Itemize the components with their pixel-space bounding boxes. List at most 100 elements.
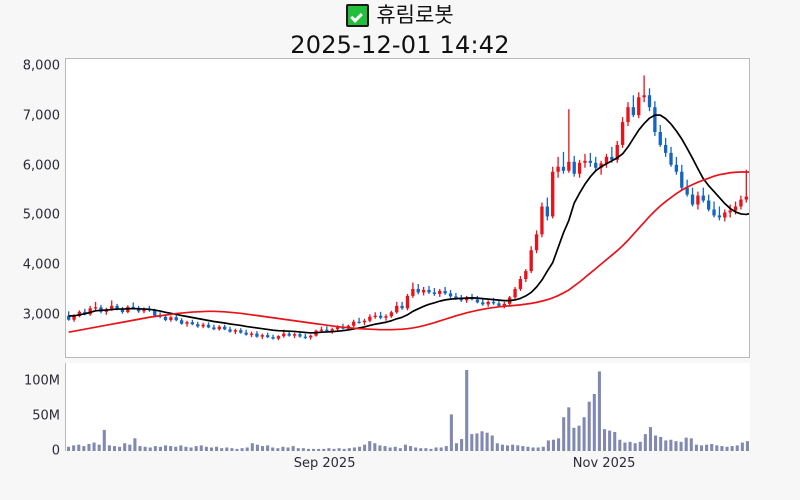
volume-bar	[174, 446, 178, 451]
volume-bar	[164, 445, 168, 451]
volume-bar	[92, 442, 96, 451]
volume-bar	[725, 446, 729, 451]
volume-bar	[260, 446, 265, 451]
volume-bar	[158, 446, 162, 451]
volume-bar	[735, 445, 739, 451]
volume-bar	[480, 431, 484, 451]
volume-tick-label: 50M	[32, 408, 60, 424]
volume-bar	[342, 448, 346, 451]
volume-bar	[541, 446, 545, 451]
volume-bar	[465, 370, 469, 451]
volume-bar	[77, 444, 81, 451]
volume-bar	[179, 445, 183, 451]
volume-bar	[628, 441, 632, 451]
price-tick-label: 5,000	[22, 207, 60, 223]
volume-bar	[347, 448, 351, 451]
volume-bar	[337, 448, 341, 451]
volume-bar	[245, 447, 249, 451]
volume-bar	[454, 443, 459, 451]
volume-bar	[638, 441, 642, 451]
volume-bar	[699, 445, 704, 451]
volume-bar	[648, 427, 652, 451]
volume-bar	[143, 446, 147, 451]
volume-bar	[490, 435, 494, 451]
volume-bar	[398, 448, 402, 451]
volume-bar	[500, 444, 504, 451]
volume-bar	[679, 441, 683, 451]
price-tick-label: 4,000	[22, 257, 60, 273]
volume-bar	[67, 446, 71, 451]
volume-bar	[572, 427, 576, 451]
volume-bar	[373, 443, 377, 451]
chart-header: 휴림로봇 2025-12-01 14:42	[0, 0, 800, 60]
candlestick-series	[67, 75, 748, 341]
volume-plot	[67, 370, 749, 451]
volume-bar	[148, 447, 152, 451]
volume-bar	[240, 448, 244, 451]
ticker-title-line: 휴림로봇	[0, 0, 800, 30]
volume-bar	[546, 440, 550, 451]
volume-panel[interactable]	[65, 363, 750, 451]
volume-bar	[608, 430, 612, 451]
volume-bar	[128, 444, 132, 451]
volume-bar	[209, 447, 214, 451]
time-tick-label: Sep 2025	[293, 456, 356, 471]
volume-bar	[597, 371, 601, 451]
volume-bar	[449, 414, 453, 451]
volume-bar	[414, 447, 418, 451]
volume-bar	[230, 448, 234, 451]
volume-bar	[460, 439, 464, 451]
volume-bar	[250, 443, 254, 451]
volume-bar	[199, 445, 203, 451]
volume-bar	[123, 443, 127, 451]
volume-bar	[306, 448, 310, 451]
volume-bar	[388, 447, 392, 451]
volume-bar	[153, 446, 157, 451]
volume-bar	[97, 444, 101, 451]
volume-bar	[322, 448, 326, 451]
volume-bar	[189, 447, 193, 451]
volume-bar	[133, 438, 137, 451]
volume-bar	[72, 445, 76, 451]
check-mark-green-icon	[346, 3, 370, 27]
volume-bar	[312, 448, 316, 451]
volume-bar	[730, 446, 734, 451]
volume-bar	[444, 446, 448, 451]
volume-bar	[684, 437, 688, 451]
volume-bar	[643, 434, 647, 451]
volume-bar	[220, 448, 224, 451]
volume-bar	[536, 447, 540, 451]
volume-bar	[664, 440, 668, 451]
volume-bar	[562, 417, 566, 451]
volume-bar	[511, 444, 515, 451]
volume-bar	[613, 431, 617, 451]
volume-bar	[317, 448, 321, 451]
volume-bar	[169, 446, 173, 451]
volume-bar	[118, 446, 122, 451]
ma-line-ma-long	[68, 171, 749, 334]
volume-bar	[715, 445, 719, 451]
volume-bar	[592, 393, 596, 451]
volume-bar	[475, 433, 479, 451]
volume-bar	[521, 446, 525, 451]
volume-bar	[87, 443, 91, 451]
volume-bar	[291, 446, 295, 451]
volume-tick-label: 0	[51, 443, 60, 459]
ma-line-ma-short	[68, 114, 749, 334]
price-tick-label: 6,000	[22, 158, 60, 174]
price-tick-label: 7,000	[22, 108, 60, 124]
volume-bar	[301, 448, 305, 451]
volume-tick-label: 100M	[23, 373, 60, 389]
volume-bar	[393, 446, 397, 451]
volume-bar	[740, 442, 744, 451]
timestamp: 2025-12-01 14:42	[290, 31, 510, 59]
volume-bar	[235, 448, 239, 451]
volume-bar	[403, 444, 407, 451]
volume-bar	[551, 439, 556, 451]
volume-bar	[587, 401, 591, 451]
volume-bar	[516, 445, 520, 451]
price-panel[interactable]	[65, 58, 750, 358]
price-tick-label: 3,000	[22, 307, 60, 323]
volume-bar	[352, 447, 356, 451]
